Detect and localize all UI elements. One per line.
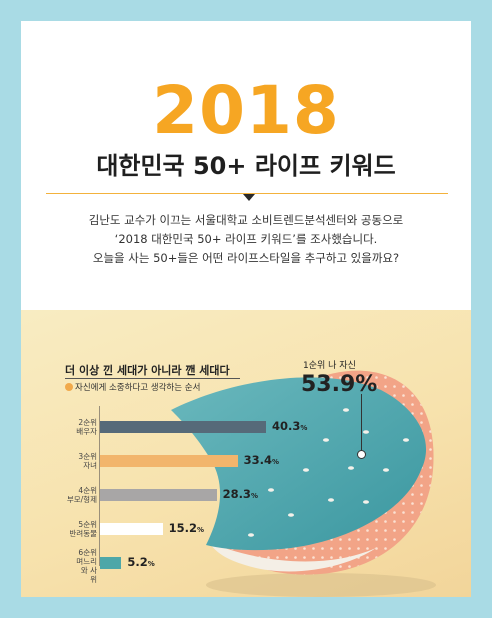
callout-value: 53.9% <box>301 372 378 397</box>
bar-label: 자녀 <box>83 461 97 470</box>
bar-label: 부모/형제 <box>66 495 97 504</box>
intro-line: 오늘을 사는 50+들은 어떤 라이프스타일을 추구하고 있을까요? <box>92 251 400 265</box>
bar-row: 2순위 배우자 40.3% <box>21 418 471 448</box>
bar <box>100 421 266 433</box>
intro-text: 김난도 교수가 이끄는 서울대학교 소비트렌드분석센터와 공동으로 ‘2018 … <box>21 211 471 268</box>
bullet-dot-icon <box>65 383 73 391</box>
bar-category-label: 2순위 배우자 <box>51 418 97 436</box>
bar-row: 6순위 며느리와 사위 5.2% <box>21 548 471 584</box>
chart-subtitle: 자신에게 소중하다고 생각하는 순서 <box>65 381 200 393</box>
bar-category-label: 6순위 며느리와 사위 <box>51 548 97 584</box>
bar-value-label: 33.4% <box>243 453 279 467</box>
infographic-card: 2018 대한민국 50+ 라이프 키워드 김난도 교수가 이끄는 서울대학교 … <box>21 21 471 597</box>
bar-rank: 4순위 <box>78 486 97 495</box>
chart-axis <box>99 406 100 566</box>
bar-row: 5순위 반려동물 15.2% <box>21 520 471 550</box>
bar-rank: 6순위 <box>78 548 97 557</box>
bar <box>100 455 238 467</box>
bar <box>100 557 122 569</box>
bar-category-label: 5순위 반려동물 <box>51 520 97 538</box>
bar-category-label: 3순위 자녀 <box>51 452 97 470</box>
bar-row: 3순위 자녀 33.4% <box>21 452 471 482</box>
bar <box>100 523 163 535</box>
bar-value-label: 5.2% <box>127 555 155 569</box>
bar-value-label: 28.3% <box>222 487 258 501</box>
bar-value-label: 40.3% <box>272 419 308 433</box>
chart-section: 더 이상 낀 세대가 아니라 깬 세대다 자신에게 소중하다고 생각하는 순서 … <box>21 310 471 597</box>
watermelon-illustration <box>171 370 436 597</box>
bar-label: 며느리와 사위 <box>76 557 97 584</box>
bar-rank: 5순위 <box>78 520 97 529</box>
callout-label: 1순위 나 자신 <box>303 361 356 371</box>
divider <box>46 193 448 194</box>
bar <box>100 489 217 501</box>
year-title: 2018 <box>152 72 340 149</box>
chart-title: 더 이상 낀 세대가 아니라 깬 세대다 <box>65 364 230 377</box>
bar-label: 배우자 <box>76 427 97 436</box>
pointer-triangle-icon <box>243 194 255 201</box>
bar-rank: 3순위 <box>78 452 97 461</box>
callout-marker <box>357 450 366 459</box>
headline: 대한민국 50+ 라이프 키워드 <box>96 152 396 180</box>
chart-title-underline <box>65 378 240 379</box>
callout-leader-line <box>361 394 362 452</box>
header-section: 2018 대한민국 50+ 라이프 키워드 김난도 교수가 이끄는 서울대학교 … <box>21 21 471 310</box>
bar-category-label: 4순위 부모/형제 <box>51 486 97 504</box>
intro-line: 김난도 교수가 이끄는 서울대학교 소비트렌드분석센터와 공동으로 <box>88 213 404 227</box>
chart-subtitle-text: 자신에게 소중하다고 생각하는 순서 <box>75 383 201 393</box>
bar-value-label: 15.2% <box>168 521 204 535</box>
intro-line: ‘2018 대한민국 50+ 라이프 키워드’를 조사했습니다. <box>114 232 378 246</box>
bar-label: 반려동물 <box>69 529 97 538</box>
bar-rank: 2순위 <box>78 418 97 427</box>
bar-row: 4순위 부모/형제 28.3% <box>21 486 471 516</box>
